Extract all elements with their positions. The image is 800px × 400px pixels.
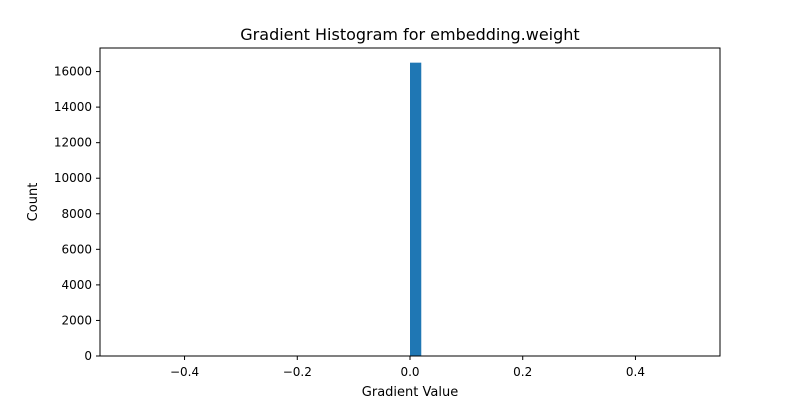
y-tick-label: 4000	[61, 278, 92, 292]
y-tick-label: 12000	[54, 136, 92, 150]
x-tick-label: 0.4	[626, 365, 645, 379]
y-tick-label: 8000	[61, 207, 92, 221]
y-tick-label: 2000	[61, 313, 92, 327]
chart-title: Gradient Histogram for embedding.weight	[240, 25, 579, 44]
y-tick-label: 10000	[54, 171, 92, 185]
y-tick-label: 14000	[54, 100, 92, 114]
x-tick-label: −0.4	[170, 365, 199, 379]
histogram-bar-0	[410, 62, 422, 357]
y-tick-label: 16000	[54, 65, 92, 79]
y-tick-label: 0	[84, 349, 92, 363]
plot-area: −0.4 −0.2 0.0 0.2 0.4 0 2000 4000 6000 8000 10000 1…	[54, 47, 721, 379]
x-tick-label: 0.0	[400, 365, 419, 379]
x-axis-label: Gradient Value	[362, 385, 458, 400]
y-axis-label: Count	[26, 183, 41, 222]
x-tick-label: −0.2	[283, 365, 312, 379]
x-tick-label: 0.2	[513, 365, 532, 379]
y-tick-label: 6000	[61, 242, 92, 256]
